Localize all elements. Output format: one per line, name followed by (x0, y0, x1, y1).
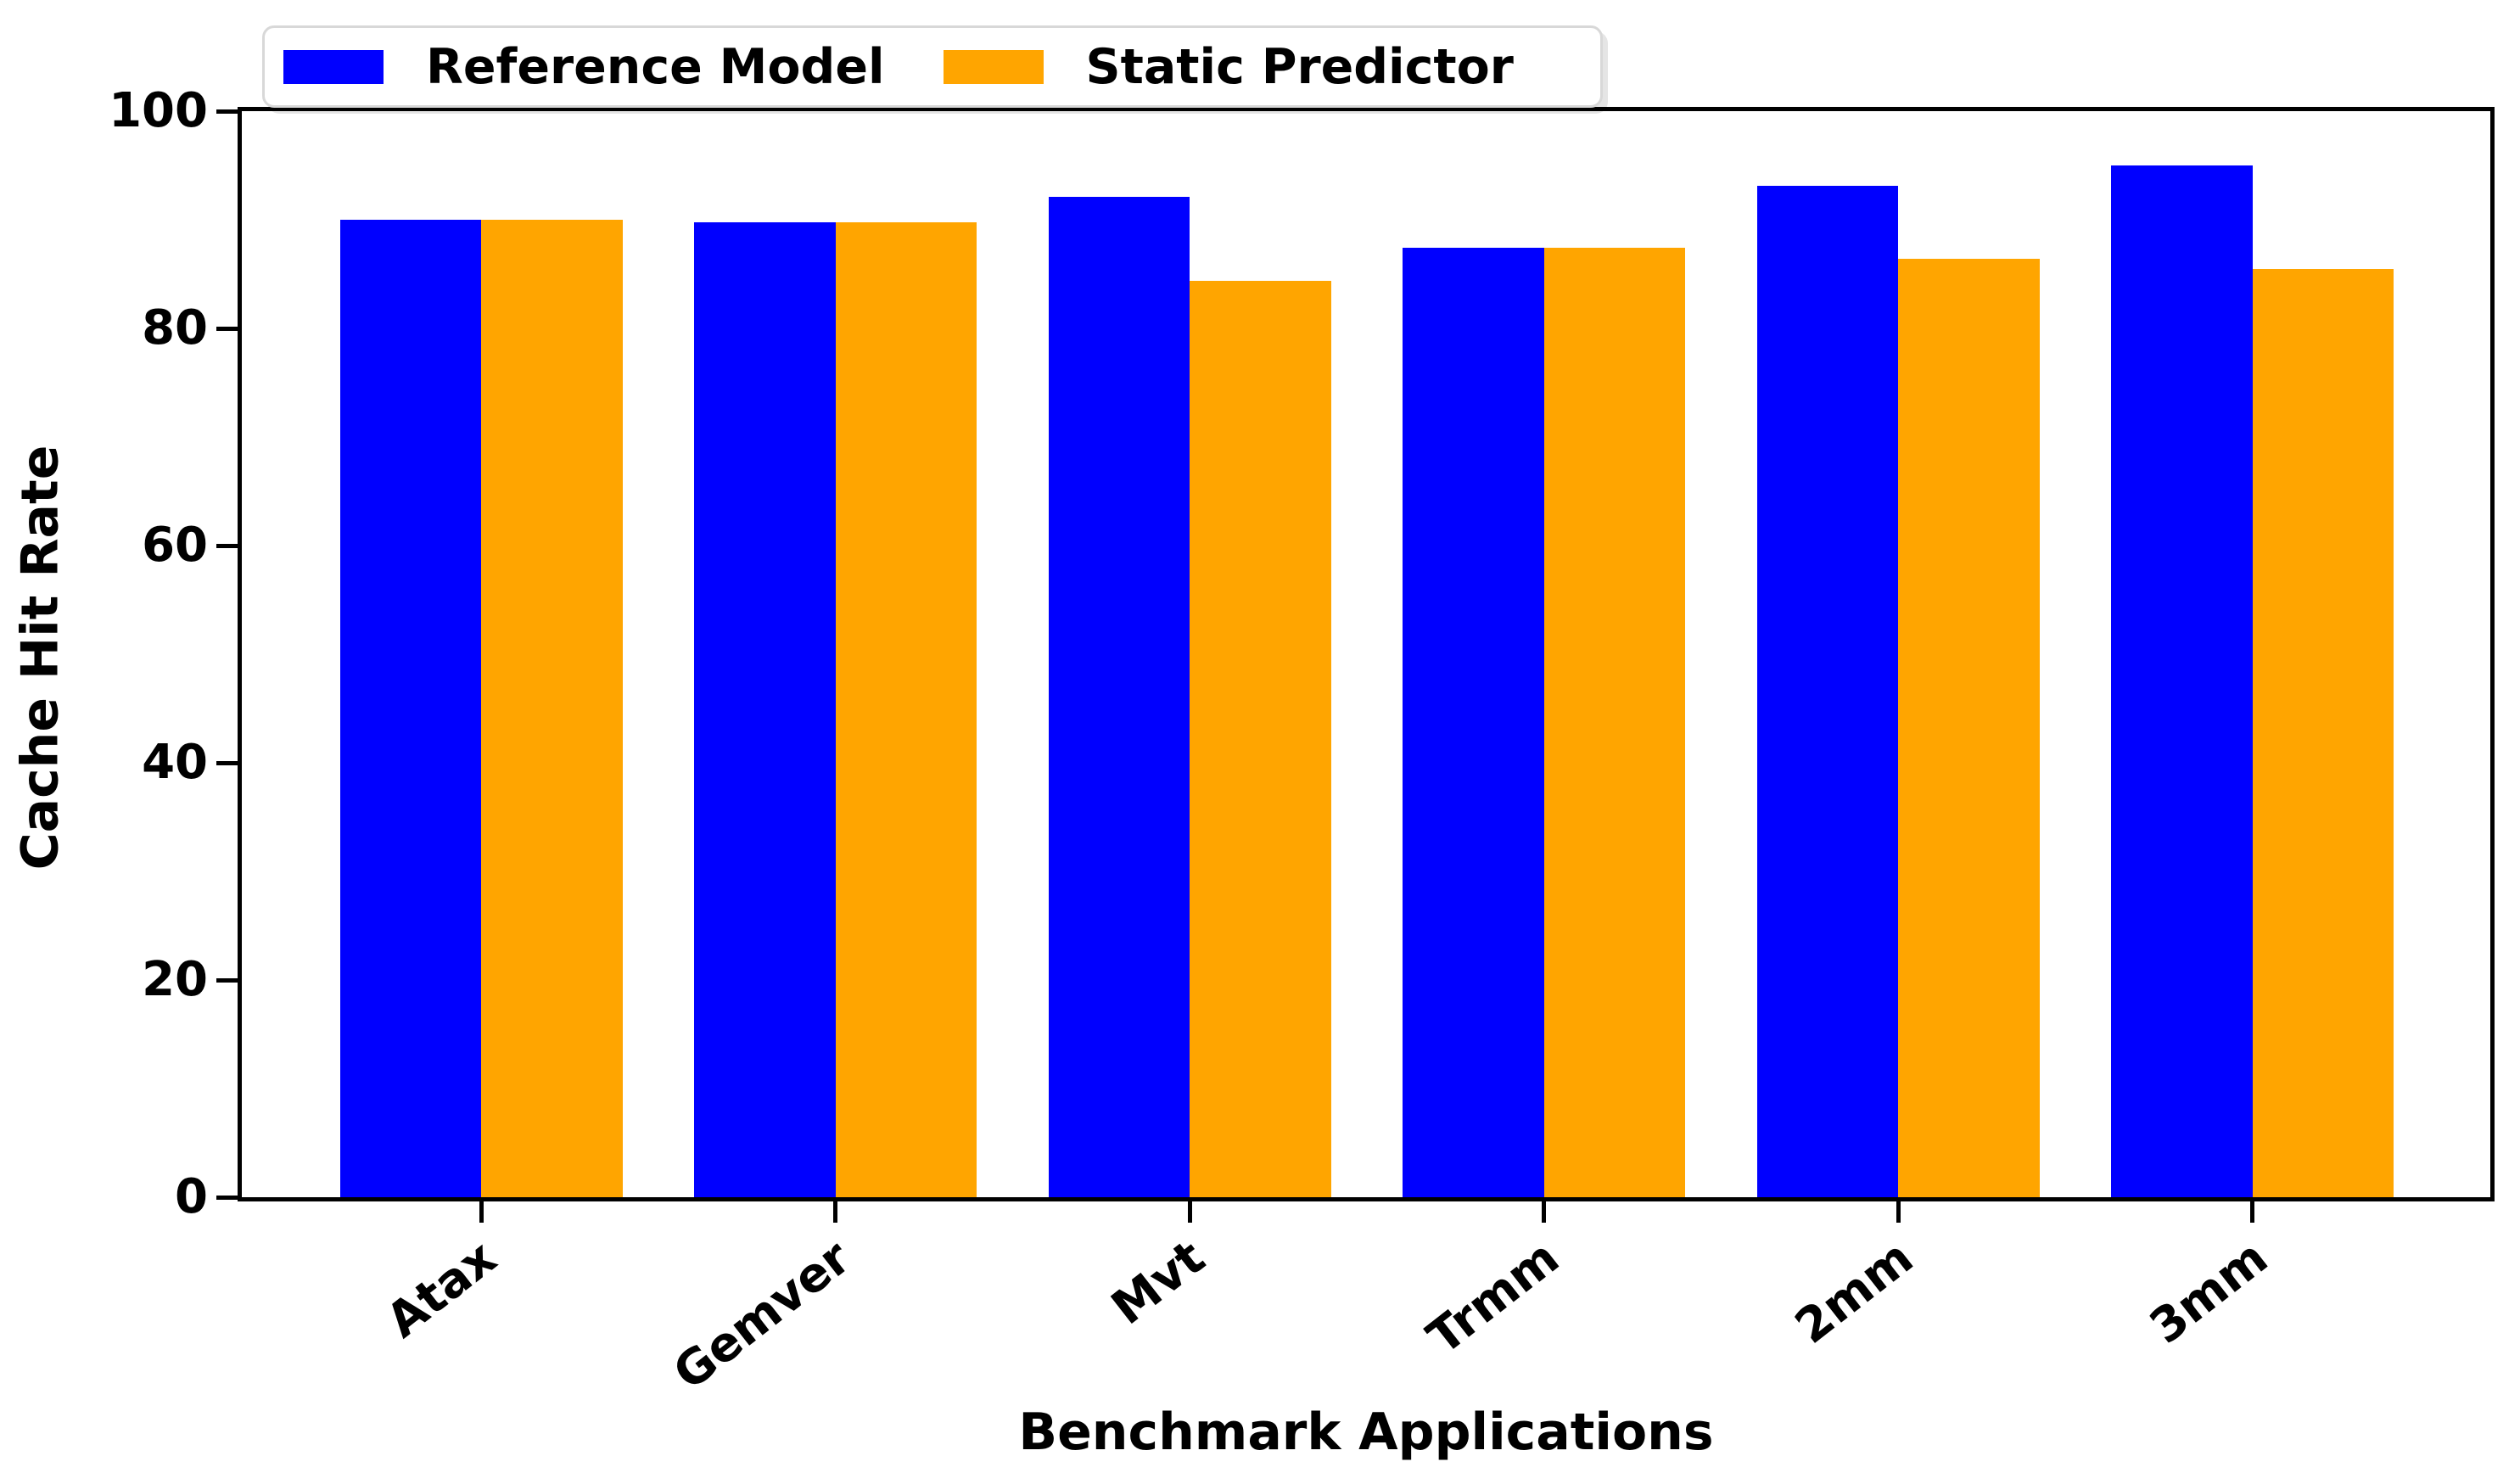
x-tick-mark-3mm (2250, 1201, 2254, 1223)
x-tick-label-3mm: 3mm (2139, 1229, 2278, 1355)
legend-item-static-predictor: Static Predictor (943, 38, 1514, 95)
legend-label-reference-model: Reference Model (426, 38, 885, 95)
bar-3mm-reference-model (2111, 165, 2253, 1197)
bar-2mm-static-predictor (1898, 259, 2040, 1197)
x-tick-label-atax: Atax (376, 1229, 507, 1349)
plot-area (238, 107, 2495, 1201)
y-tick-mark-40 (216, 760, 238, 765)
y-tick-mark-0 (216, 1195, 238, 1200)
bar-gemver-reference-model (694, 221, 836, 1197)
x-tick-label-2mm: 2mm (1785, 1229, 1924, 1355)
y-tick-label-40: 40 (142, 735, 208, 790)
x-tick-label-trmm: Trmm (1417, 1229, 1570, 1366)
y-axis-title: Cache Hit Rate (10, 445, 70, 871)
y-tick-label-100: 100 (109, 83, 208, 138)
bar-mvt-static-predictor (1190, 280, 1331, 1197)
bar-mvt-reference-model (1048, 197, 1190, 1197)
x-tick-label-gemver: Gemver (664, 1229, 861, 1402)
bar-2mm-reference-model (1756, 186, 1898, 1197)
y-tick-mark-80 (216, 326, 238, 331)
y-tick-mark-20 (216, 977, 238, 983)
bar-trmm-reference-model (1403, 248, 1544, 1197)
bar-atax-reference-model (339, 220, 481, 1197)
bar-gemver-static-predictor (835, 221, 977, 1197)
x-tick-mark-trmm (1542, 1201, 1546, 1223)
y-tick-label-0: 0 (175, 1169, 208, 1224)
bar-3mm-static-predictor (2252, 268, 2394, 1197)
x-tick-label-mvt: Mvt (1101, 1229, 1216, 1336)
x-axis-title: Benchmark Applications (1018, 1403, 1714, 1462)
legend-item-reference-model: Reference Model (283, 42, 885, 92)
x-tick-mark-2mm (1896, 1201, 1901, 1223)
bar-trmm-static-predictor (1543, 248, 1685, 1197)
y-tick-mark-60 (216, 543, 238, 548)
legend-label-static-predictor: Static Predictor (1085, 38, 1514, 95)
x-tick-mark-gemver (833, 1201, 837, 1223)
y-tick-label-60: 60 (142, 518, 208, 573)
legend: Reference Model Static Predictor (262, 25, 1603, 108)
y-tick-mark-100 (216, 109, 238, 114)
bar-atax-static-predictor (481, 220, 623, 1197)
legend-swatch-static-predictor (943, 49, 1044, 84)
legend-swatch-reference-model (283, 49, 384, 84)
x-tick-mark-atax (479, 1201, 484, 1223)
y-tick-label-20: 20 (142, 952, 208, 1007)
y-tick-label-80: 80 (142, 300, 208, 356)
x-tick-mark-mvt (1187, 1201, 1192, 1223)
